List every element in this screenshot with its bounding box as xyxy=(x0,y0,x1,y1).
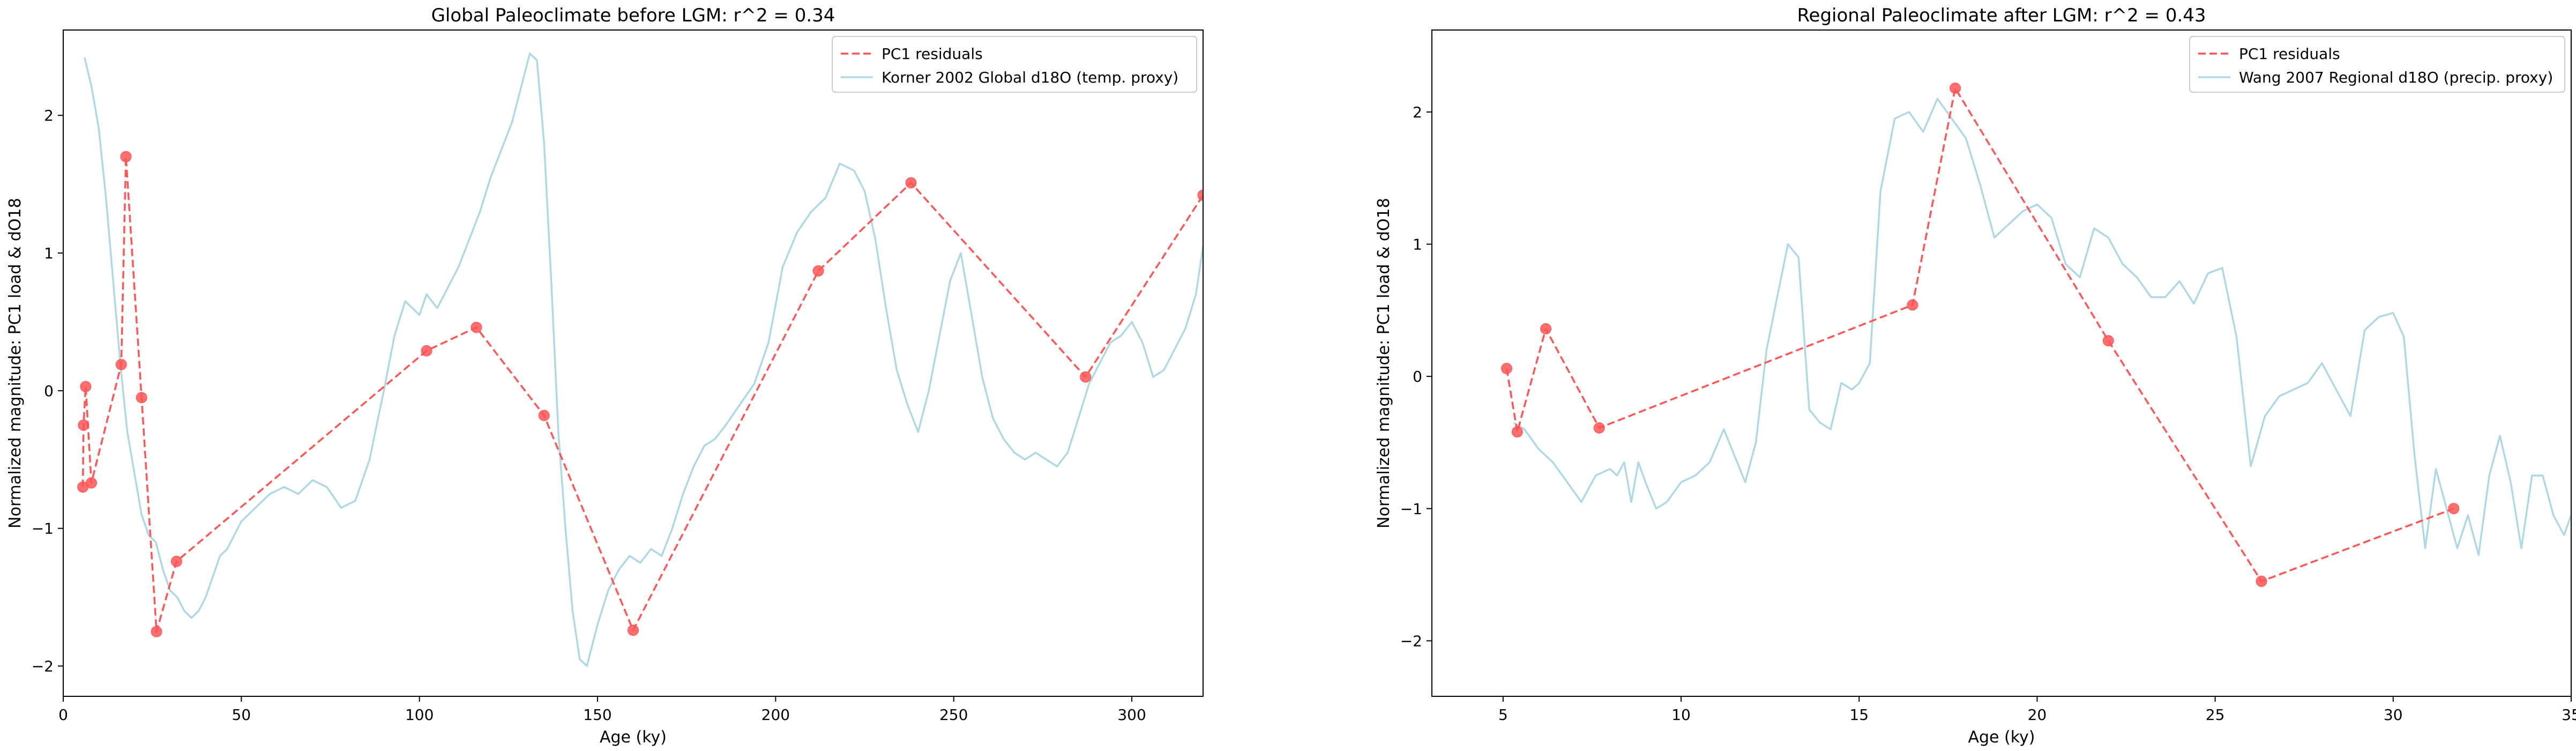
chart-1-legend-label: PC1 residuals xyxy=(882,45,983,63)
chart-1-series-1-point xyxy=(151,626,162,637)
chart-1-series-1-point xyxy=(471,322,482,333)
chart-1-series-2-line xyxy=(84,52,1203,667)
chart-1-y-tick-label: 1 xyxy=(44,244,54,262)
chart-1: 0 50 100 150 200 250 300 −2 −1 0 1 2 Global Paleocli… xyxy=(6,5,1204,747)
chart-1-title: Global Paleoclimate before LGM: r^2 = 0.… xyxy=(431,5,835,26)
chart-2-series-1-point xyxy=(1593,422,1605,434)
chart-1-series-group xyxy=(77,52,1203,667)
chart-1-legend-box xyxy=(832,36,1197,93)
chart-1-series-1-point xyxy=(812,265,824,277)
chart-2-series-group xyxy=(1501,83,2571,587)
chart-2-title: Regional Paleoclimate after LGM: r^2 = 0… xyxy=(1797,5,2206,26)
chart-2-x-tick-label: 15 xyxy=(1849,706,1869,724)
chart-1-y-tick-label: −2 xyxy=(32,658,54,675)
chart-1-series-1-point xyxy=(421,345,432,356)
chart-1-series-1-point xyxy=(628,624,639,636)
chart-1-y-tick-label: 0 xyxy=(44,382,54,400)
chart-2-legend-label: PC1 residuals xyxy=(2239,45,2340,63)
chart-1-y-tick-label: −1 xyxy=(32,520,54,538)
chart-2-x-axis-label: Age (ky) xyxy=(1968,728,2035,747)
chart-2-y-tick-label: 2 xyxy=(1413,103,1422,121)
chart-2-y-tick-label: −1 xyxy=(1400,500,1422,518)
chart-1-x-tick-label: 100 xyxy=(405,706,434,724)
chart-2-x-tick-label: 35 xyxy=(2562,706,2576,724)
chart-1-x-tick-label: 150 xyxy=(583,706,611,724)
chart-1-y-axis-label: Normalized magnitude: PC1 load & dO18 xyxy=(6,198,25,529)
chart-1-x-tick-label: 300 xyxy=(1117,706,1146,724)
chart-2-series-1-point xyxy=(2102,335,2114,347)
chart-2-series-2-line xyxy=(1513,98,2571,556)
chart-1-y-tick-label: 2 xyxy=(44,107,54,124)
chart-1-series-1-point xyxy=(86,477,97,489)
chart-1-series-1-point xyxy=(170,555,182,567)
chart-1-series-1-point xyxy=(78,419,89,431)
chart-1-series-1-point xyxy=(115,359,127,370)
chart-2-legend-label: Wang 2007 Regional d18O (precip. proxy) xyxy=(2239,69,2553,86)
chart-2-y-axis-label: Normalized magnitude: PC1 load & dO18 xyxy=(1375,198,1393,529)
chart-2-series-1-point xyxy=(1511,426,1523,438)
chart-2-legend: PC1 residuals Wang 2007 Regional d18O (pr… xyxy=(2189,36,2565,93)
chart-1-x-tick-label: 250 xyxy=(939,706,968,724)
chart-1-series-1-point xyxy=(538,410,550,421)
chart-1-series-1-point xyxy=(80,381,92,392)
chart-2-x-tick-label: 5 xyxy=(1498,706,1508,724)
chart-1-x-axis-label: Age (ky) xyxy=(600,728,667,747)
chart-1-series-1-point xyxy=(1080,371,1092,383)
chart-1-series-1-point xyxy=(1197,189,1203,201)
chart-2-series-1-point xyxy=(1501,362,1512,374)
chart-1-x-tick-label: 0 xyxy=(58,706,68,724)
chart-1-series-1-point xyxy=(120,151,132,162)
chart-1-x-tick-label: 200 xyxy=(761,706,790,724)
chart-1-series-1-point xyxy=(136,392,147,404)
chart-2-series-1-point xyxy=(1907,299,1918,311)
chart-2-axes-frame xyxy=(1431,29,2572,697)
chart-2-x-tick-label: 30 xyxy=(2384,706,2403,724)
chart-1-legend-label: Korner 2002 Global d18O (temp. proxy) xyxy=(882,69,1178,86)
chart-2: 5 10 15 20 25 30 35 −2 −1 0 1 2 Regional Paleoclimat… xyxy=(1375,5,2576,747)
chart-1-axes-frame xyxy=(63,29,1204,697)
chart-2-x-tick-label: 25 xyxy=(2206,706,2225,724)
chart-2-x-tick-label: 20 xyxy=(2028,706,2047,724)
chart-2-series-1-point xyxy=(2256,575,2267,587)
chart-1-x-tick-label: 50 xyxy=(232,706,251,724)
chart-2-series-1-point xyxy=(1950,83,1961,94)
chart-1-legend: PC1 residuals Korner 2002 Global d18O (te… xyxy=(832,36,1197,93)
chart-2-series-1-point xyxy=(1540,323,1552,334)
chart-2-x-tick-label: 10 xyxy=(1671,706,1691,724)
chart-2-legend-box xyxy=(2189,36,2565,93)
chart-1-series-1-point xyxy=(905,177,917,189)
chart-2-y-tick-label: 0 xyxy=(1413,368,1422,385)
chart-2-y-tick-label: 1 xyxy=(1413,236,1422,254)
chart-2-y-tick-label: −2 xyxy=(1400,632,1422,650)
chart-2-series-1-point xyxy=(2448,503,2460,515)
